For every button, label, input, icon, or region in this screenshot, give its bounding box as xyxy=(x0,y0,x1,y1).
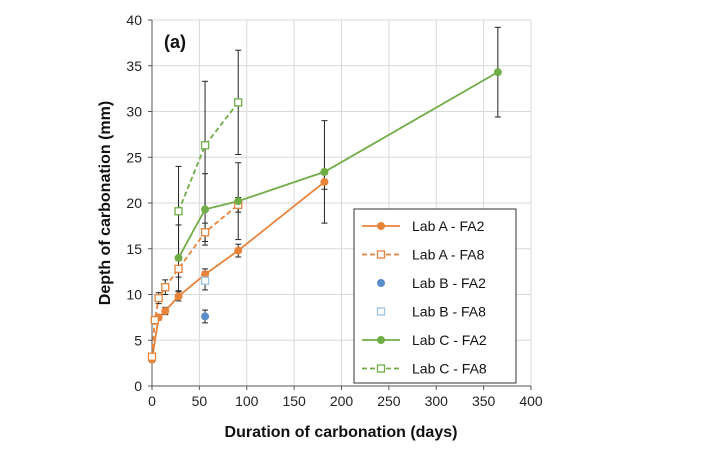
x-tick-label: 0 xyxy=(148,393,156,409)
lab-a-fa2-point xyxy=(174,292,183,301)
legend-item-lab-b-fa8: Lab B - FA8 xyxy=(376,304,486,320)
x-axis-title: Duration of carbonation (days) xyxy=(225,424,458,441)
lab-c-fa2-point xyxy=(234,197,243,206)
y-tick-label: 40 xyxy=(126,12,142,28)
lab-a-fa8-point xyxy=(150,315,159,325)
y-tick-label: 10 xyxy=(126,287,142,303)
y-axis-title: Depth of carbonation (mm) xyxy=(97,101,114,305)
x-tick-label: 100 xyxy=(235,393,259,409)
lab-b-fa8-point xyxy=(200,276,210,285)
y-tick-label: 25 xyxy=(126,149,142,165)
lab-c-fa8-point xyxy=(200,141,210,150)
x-tick-label: 350 xyxy=(472,393,496,409)
series-markers xyxy=(147,68,502,364)
x-tick-label: 150 xyxy=(282,393,306,409)
lab-a-fa8-point xyxy=(161,283,170,292)
lab-a-fa2-point xyxy=(320,177,329,186)
y-tick-label: 0 xyxy=(134,378,142,394)
legend-marker xyxy=(376,250,386,259)
legend-items: Lab A - FA2 Lab A - FA8 Lab B - FA2 Lab B -… xyxy=(362,218,487,377)
x-tick-label: 300 xyxy=(425,393,449,409)
legend-item-lab-a-fa2: Lab A - FA2 xyxy=(362,218,485,234)
y-tick-label: 20 xyxy=(126,195,142,211)
lab-c-fa2-point xyxy=(493,68,502,77)
x-tick-label: 400 xyxy=(519,393,543,409)
x-tick-label: 50 xyxy=(192,393,208,409)
x-tick-label: 200 xyxy=(330,393,354,409)
y-tick-label: 15 xyxy=(126,241,142,257)
lab-a-fa2-point xyxy=(161,306,170,315)
lab-c-fa8-point xyxy=(174,207,183,216)
lab-a-fa2-point xyxy=(234,246,243,255)
legend-label: Lab A - FA8 xyxy=(412,247,485,263)
lab-c-fa8-line xyxy=(177,101,239,212)
legend-item-lab-c-fa2: Lab C - FA2 xyxy=(362,332,487,348)
lab-c-fa8-point xyxy=(234,98,243,107)
legend-label: Lab B - FA2 xyxy=(412,275,486,291)
y-tick-label: 5 xyxy=(134,332,142,348)
legend-label: Lab A - FA2 xyxy=(412,218,485,234)
legend-label: Lab C - FA8 xyxy=(412,361,487,377)
lab-a-fa8-point xyxy=(174,264,183,274)
grid-lines xyxy=(152,19,532,386)
lab-a-fa8-point xyxy=(147,352,157,361)
panel-label: (a) xyxy=(164,32,186,52)
y-tick-label: 30 xyxy=(126,104,142,120)
legend-marker xyxy=(376,307,386,316)
legend-item-lab-c-fa8: Lab C - FA8 xyxy=(362,361,487,377)
legend-label: Lab B - FA8 xyxy=(412,304,486,320)
lab-b-fa2-point xyxy=(201,312,210,321)
legend-marker xyxy=(377,222,385,230)
legend-label: Lab C - FA2 xyxy=(412,332,487,348)
lab-c-fa2-point xyxy=(174,253,183,262)
y-tick-label: 35 xyxy=(126,58,142,74)
legend-marker xyxy=(377,336,385,344)
axes xyxy=(148,19,532,390)
tick-labels: 0 50 100 150 200 250 300 350 400 0 5 10 15 20 25 30 35 40 xyxy=(126,12,542,409)
legend-marker xyxy=(377,279,385,287)
legend-box xyxy=(353,208,517,384)
legend-item-lab-b-fa2: Lab B - FA2 xyxy=(377,275,486,291)
legend: Lab A - FA2 Lab A - FA8 Lab B - FA2 Lab B -… xyxy=(353,208,517,384)
lab-c-fa2-point xyxy=(320,167,329,176)
lab-a-fa8-point xyxy=(200,228,210,237)
lab-a-fa8-point xyxy=(154,294,163,303)
x-tick-label: 250 xyxy=(377,393,401,409)
legend-marker xyxy=(376,364,386,373)
lab-c-fa2-point xyxy=(201,205,210,214)
legend-item-lab-a-fa8: Lab A - FA8 xyxy=(362,247,485,263)
